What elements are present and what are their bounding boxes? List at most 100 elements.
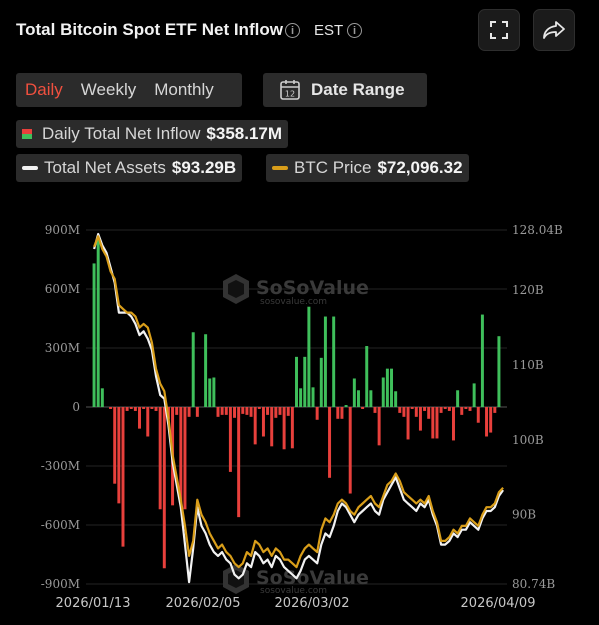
inflow-bar[interactable] [290,407,294,449]
inflow-bar[interactable] [423,407,427,411]
tab-weekly[interactable]: Weekly [80,80,137,99]
inflow-bar[interactable] [261,407,265,437]
inflow-bar[interactable] [323,316,327,407]
inflow-bar[interactable] [311,387,315,407]
inflow-bar[interactable] [212,377,216,408]
inflow-bar[interactable] [237,407,241,518]
inflow-bar[interactable] [129,407,133,409]
inflow-bar[interactable] [414,407,418,417]
inflow-bar[interactable] [456,390,460,407]
inflow-bar[interactable] [361,407,365,409]
inflow-bar[interactable] [480,314,484,407]
inflow-bar[interactable] [348,407,352,494]
inflow-bar[interactable] [142,407,146,409]
legend-price[interactable]: BTC Price $72,096.32 [266,154,469,182]
inflow-bar[interactable] [464,407,468,409]
inflow-bar[interactable] [381,377,385,408]
inflow-bar[interactable] [154,407,158,411]
inflow-bar[interactable] [216,407,220,417]
inflow-bar[interactable] [195,407,199,417]
inflow-bar[interactable] [282,407,286,450]
tab-monthly[interactable]: Monthly [154,80,214,99]
fullscreen-button[interactable] [478,9,520,51]
inflow-bar[interactable] [336,407,340,419]
inflow-bar[interactable] [369,390,373,407]
inflow-bar[interactable] [117,407,121,504]
inflow-bar[interactable] [385,368,389,407]
inflow-bar[interactable] [373,407,377,413]
inflow-bar[interactable] [278,407,282,415]
inflow-bar[interactable] [121,407,125,547]
inflow-bar[interactable] [100,388,104,407]
inflow-bar[interactable] [435,407,439,439]
inflow-bar[interactable] [460,407,464,415]
inflow-bar[interactable] [175,407,179,415]
inflow-bar[interactable] [356,390,360,407]
inflow-bar[interactable] [468,407,472,411]
inflow-bar[interactable] [447,407,451,411]
inflow-bar[interactable] [92,263,96,407]
inflow-bar[interactable] [406,407,410,440]
inflow-bar[interactable] [208,378,212,407]
inflow-bar[interactable] [245,407,249,415]
inflow-bar[interactable] [443,407,447,409]
inflow-bar[interactable] [266,407,270,415]
inflow-bar[interactable] [125,407,129,411]
tab-daily[interactable]: Daily [25,80,63,99]
inflow-bar[interactable] [427,407,431,419]
inflow-bar[interactable] [233,407,237,418]
legend-inflow[interactable]: Daily Total Net Inflow $358.17M [16,120,289,148]
inflow-bar[interactable] [319,357,323,407]
inflow-bar[interactable] [113,407,117,484]
inflow-bar[interactable] [377,407,381,446]
inflow-bar[interactable] [109,407,113,409]
inflow-bar[interactable] [179,407,183,504]
inflow-bar[interactable] [390,368,394,407]
inflow-bar[interactable] [489,407,493,433]
inflow-bar[interactable] [274,407,278,418]
inflow-bar[interactable] [365,346,369,407]
inflow-bar[interactable] [191,332,195,407]
inflow-bar[interactable] [452,407,455,441]
inflow-bar[interactable] [295,356,298,407]
inflow-bar[interactable] [303,356,307,407]
inflow-bar[interactable] [398,407,402,413]
inflow-bar[interactable] [402,407,406,417]
share-button[interactable] [533,9,575,51]
inflow-bar[interactable] [307,306,311,407]
btc-price-line[interactable] [93,235,504,569]
total-net-assets-line[interactable] [93,232,504,584]
inflow-bar[interactable] [315,407,319,420]
inflow-bar[interactable] [224,407,228,415]
inflow-bar[interactable] [187,407,191,417]
inflow-bar[interactable] [183,407,187,510]
inflow-bar[interactable] [431,407,435,439]
inflow-bar[interactable] [299,388,303,407]
inflow-bar[interactable] [158,407,162,510]
inflow-bar[interactable] [257,407,261,409]
inflow-bar[interactable] [410,407,414,409]
inflow-bar[interactable] [249,407,253,417]
info-icon[interactable]: i [285,23,300,38]
inflow-bar[interactable] [485,407,489,437]
inflow-bar[interactable] [138,407,141,429]
inflow-bar[interactable] [228,407,232,472]
inflow-bar[interactable] [253,407,257,445]
inflow-bar[interactable] [476,407,480,423]
inflow-bar[interactable] [394,391,398,407]
inflow-bar[interactable] [332,316,336,407]
inflow-bar[interactable] [497,336,501,407]
timezone-info-icon[interactable]: i [347,23,362,38]
inflow-bar[interactable] [418,407,422,431]
inflow-bar[interactable] [439,407,443,413]
inflow-bar[interactable] [133,407,137,411]
inflow-bar[interactable] [286,407,290,416]
inflow-bar[interactable] [340,407,344,419]
inflow-bar[interactable] [472,383,476,407]
inflow-bar[interactable] [96,238,100,407]
inflow-bar[interactable] [352,378,356,407]
inflow-bar[interactable] [344,405,348,407]
inflow-bar[interactable] [162,407,166,569]
inflow-bar[interactable] [328,407,332,478]
inflow-bar[interactable] [241,407,245,414]
